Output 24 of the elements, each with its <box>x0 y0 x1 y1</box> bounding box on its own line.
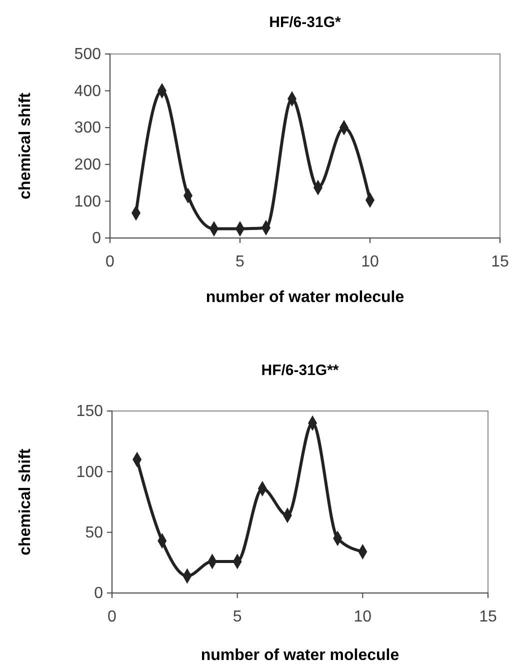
chart-title: HF/6-31G** <box>261 362 339 379</box>
y-tick-label: 200 <box>74 156 102 174</box>
x-tick-label: 5 <box>232 608 242 626</box>
chart-title: HF/6-31G* <box>269 14 341 31</box>
y-tick-label: 100 <box>74 193 102 210</box>
x-tick-label: 15 <box>479 608 497 626</box>
y-tick-label: 100 <box>76 464 104 481</box>
y-tick-label: 50 <box>85 524 104 542</box>
x-tick-label: 10 <box>361 253 379 270</box>
y-tick-label: 300 <box>74 120 102 137</box>
x-tick-label: 5 <box>236 253 245 270</box>
y-tick-label: 0 <box>92 230 102 248</box>
y-tick-label: 0 <box>94 585 104 602</box>
y-tick-label: 400 <box>74 82 102 100</box>
x-axis-title: number of water molecule <box>200 647 400 664</box>
y-axis-title: chemical shift <box>17 92 34 200</box>
y-axis-title: chemical shift <box>17 448 34 556</box>
y-tick-label: 500 <box>74 46 102 64</box>
x-tick-label: 15 <box>491 253 509 270</box>
x-tick-label: 0 <box>108 608 117 626</box>
x-tick-label: 10 <box>354 608 372 626</box>
x-tick-label: 0 <box>106 253 115 270</box>
y-tick-label: 150 <box>76 403 104 420</box>
x-axis-title: number of water molecule <box>206 289 404 306</box>
